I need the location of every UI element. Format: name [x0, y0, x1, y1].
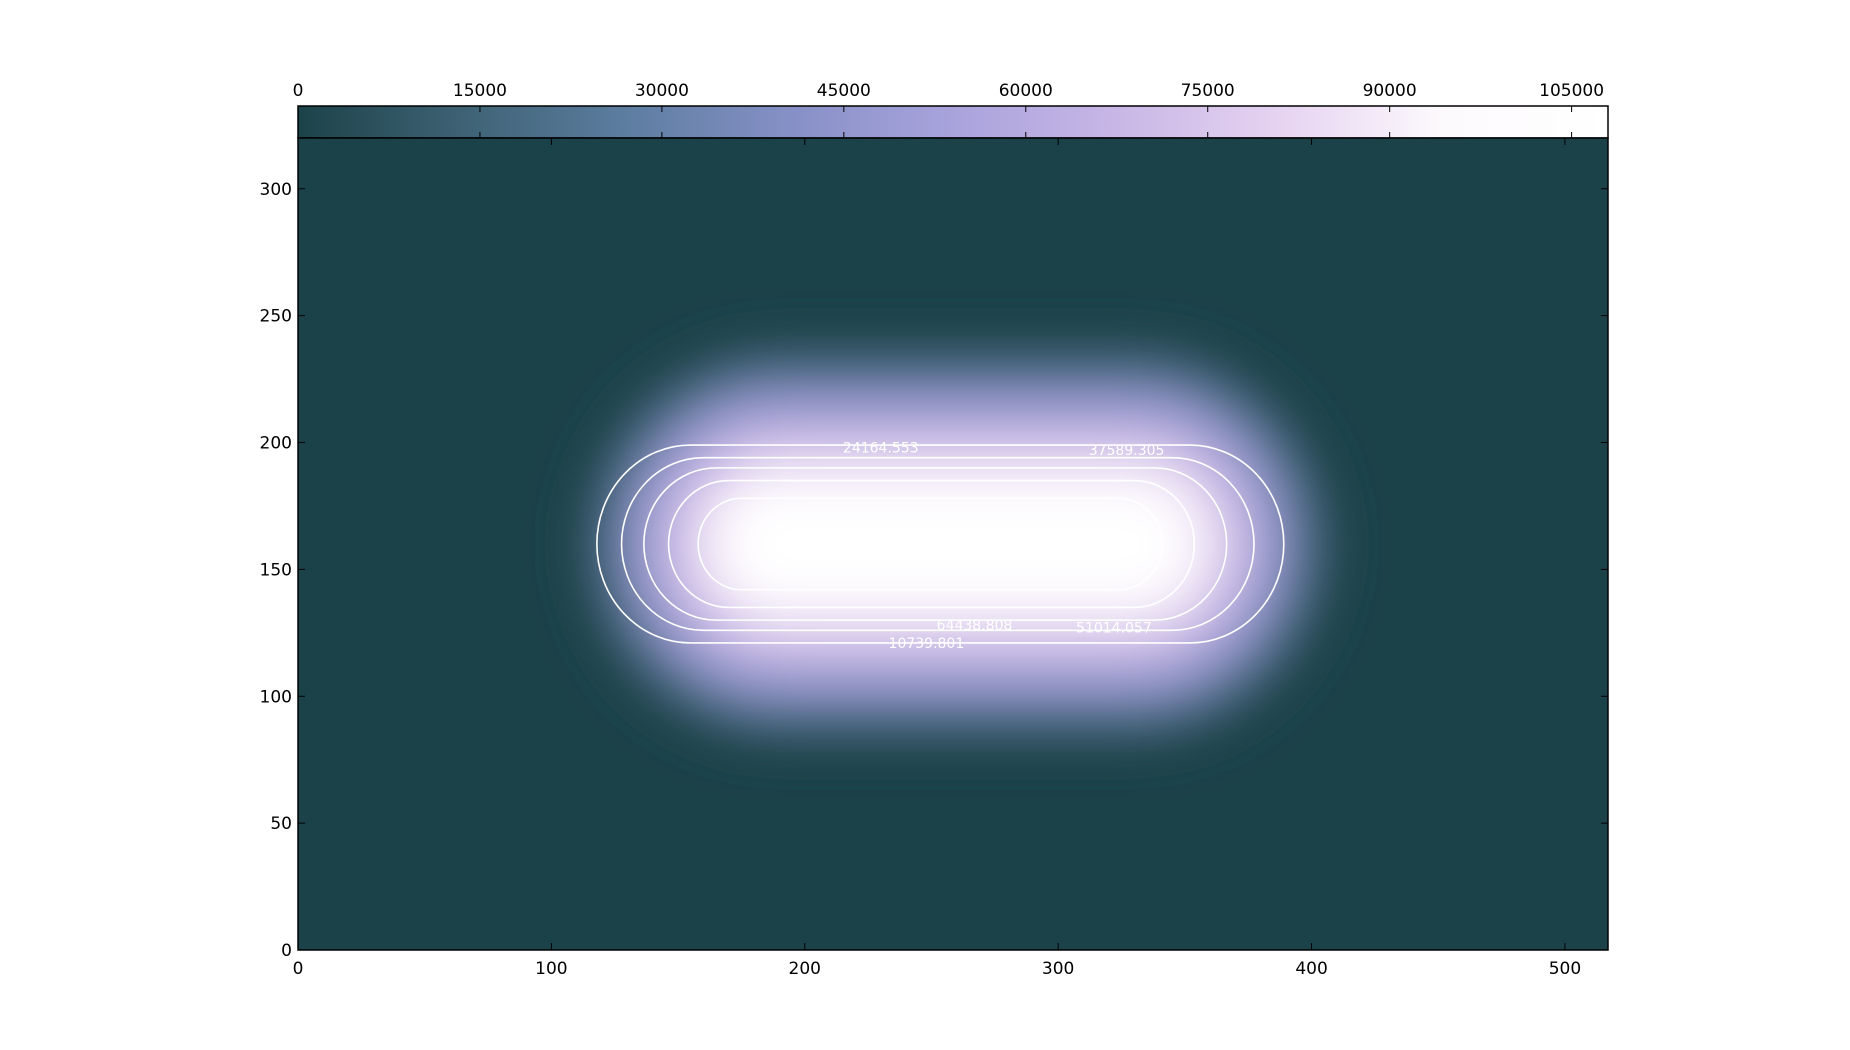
heatmap-plot: 24164.553 37589.305 64438.808 51014.057 1073…	[260, 137, 1609, 979]
x-tick-label: 400	[1295, 959, 1327, 979]
y-tick-label: 200	[260, 434, 292, 454]
y-tick-label: 100	[260, 687, 292, 707]
colorbar-tick-label: 0	[293, 81, 304, 101]
contour-line	[643, 467, 1228, 621]
x-tick-label: 0	[293, 959, 304, 979]
colorbar-tick-label: 75000	[1181, 81, 1235, 101]
contour-label: 37589.305	[1089, 443, 1165, 459]
colorbar-tick-label: 60000	[999, 81, 1053, 101]
contour-line	[596, 444, 1285, 644]
colorbar-tick-label: 15000	[453, 81, 507, 101]
y-tick-label: 0	[281, 941, 292, 961]
contour-label: 51014.057	[1076, 621, 1152, 637]
colorbar-ticks: 0 15000 30000 45000 60000 75000 90000 105000	[293, 81, 1604, 138]
x-tick-label: 500	[1549, 959, 1581, 979]
colorbar-tick-label: 105000	[1539, 81, 1604, 101]
colorbar-tick-label: 30000	[635, 81, 689, 101]
contour-labels: 24164.553 37589.305 64438.808 51014.057 1073…	[843, 441, 1165, 652]
y-tick-label: 50	[270, 814, 292, 834]
contour-line	[667, 479, 1196, 609]
y-axis: 0 50 100 150 200 250 300	[260, 180, 1608, 961]
colorbar-gradient	[298, 106, 1608, 138]
contour-label: 64438.808	[937, 618, 1013, 634]
field-layer	[733, 498, 1180, 590]
contour-lines	[596, 444, 1285, 644]
y-tick-label: 250	[260, 307, 292, 327]
y-tick-label: 300	[260, 180, 292, 200]
x-axis: 0 100 200 300 400 500	[293, 138, 1581, 979]
x-tick-label: 300	[1042, 959, 1074, 979]
contour-label: 10739.801	[889, 636, 965, 652]
contour-line	[697, 497, 1164, 591]
colorbar-tick-label: 45000	[817, 81, 871, 101]
colorbar-tick-label: 90000	[1363, 81, 1417, 101]
contour-label: 24164.553	[843, 441, 919, 457]
colorbar: 0 15000 30000 45000 60000 75000 90000 105000	[293, 81, 1609, 139]
x-tick-label: 100	[535, 959, 567, 979]
plot-frame	[297, 137, 1609, 951]
heatmap-field	[579, 344, 1334, 744]
y-tick-label: 150	[260, 560, 292, 580]
x-tick-label: 200	[789, 959, 821, 979]
contour-line	[620, 456, 1255, 632]
